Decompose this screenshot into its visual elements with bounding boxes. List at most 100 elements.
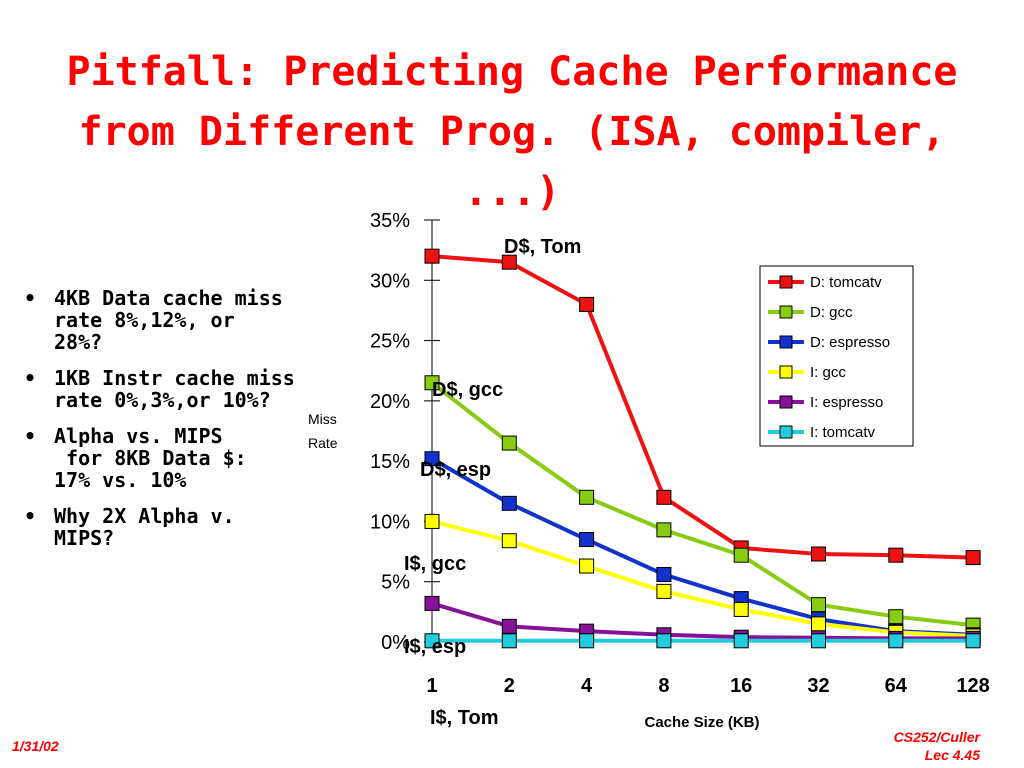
x-tick-label: 128: [956, 675, 989, 697]
ylabel-miss: Miss: [308, 411, 337, 427]
title-line-1: Pitfall: Predicting Cache Performance: [66, 49, 958, 95]
bullet-text: 4KB Data cache miss rate 8%,12%, or 28%?: [54, 286, 283, 354]
data-point: [888, 609, 904, 625]
title-line-3: ...): [463, 169, 561, 215]
chart-axes: 0% 5% 10% 15% 20% 25% 30% 35% 1 2 4 8 16 32 64 128: [370, 210, 990, 697]
data-point: [424, 513, 440, 529]
footer-course-line2: Lec 4.45: [924, 747, 980, 763]
chart-series: [424, 248, 981, 649]
x-tick-label: 64: [885, 675, 908, 697]
x-tick-label: 2: [504, 675, 515, 697]
data-point: [656, 566, 672, 582]
data-point: [579, 532, 595, 548]
footer-date: 1/31/02: [12, 738, 59, 754]
footer-course: CS252/Culler Lec 4.45: [860, 728, 980, 764]
data-point: [965, 633, 981, 649]
legend-swatch-marker: [779, 395, 793, 409]
bullet-text: Why 2X Alpha v. MIPS?: [54, 504, 235, 550]
chart-labels: Miss Rate Cache Size (KB) D$, Tom D$, gc…: [308, 236, 760, 731]
legend-swatch-marker: [779, 305, 793, 319]
y-tick-label: 30%: [370, 270, 410, 292]
data-point: [733, 547, 749, 563]
series-line: [430, 381, 974, 628]
data-point: [888, 547, 904, 563]
legend-label: D: tomcatv: [810, 274, 882, 291]
data-point: [501, 254, 517, 270]
data-point: [888, 633, 904, 649]
data-point: [656, 633, 672, 649]
y-tick-label: 10%: [370, 511, 410, 533]
legend-swatch-marker: [779, 365, 793, 379]
annotation-dcache-gcc: D$, gcc: [432, 379, 503, 401]
data-point: [424, 595, 440, 611]
series-line: [431, 601, 974, 641]
bullet-dot: •: [24, 424, 37, 448]
data-point: [811, 546, 826, 562]
x-tick-label: 4: [581, 675, 593, 697]
data-point: [656, 583, 672, 599]
data-point: [501, 435, 517, 451]
data-point: [656, 522, 672, 538]
data-point: [501, 618, 517, 634]
legend-label: I: espresso: [810, 394, 883, 411]
y-tick-label: 15%: [370, 451, 410, 473]
annotation-dcache-esp: D$, esp: [420, 459, 491, 481]
data-point: [424, 248, 440, 264]
x-tick-label: 32: [807, 675, 829, 697]
y-tick-label: 5%: [381, 572, 410, 594]
annotation-icache-gcc: I$, gcc: [404, 553, 466, 575]
legend-label: D: espresso: [810, 334, 890, 351]
data-point: [811, 616, 826, 632]
data-point: [579, 558, 595, 574]
y-tick-label: 0%: [381, 632, 410, 654]
legend-box: [759, 265, 914, 447]
bullet-item: • Alpha vs. MIPS for 8KB Data $: 17% vs. …: [24, 425, 324, 491]
legend-swatch-marker: [779, 275, 793, 289]
annotation-dcache-tom: D$, Tom: [504, 236, 581, 258]
data-point: [733, 633, 749, 649]
data-point: [501, 495, 517, 511]
bullet-dot: •: [24, 504, 37, 528]
data-point: [656, 489, 672, 505]
data-point: [579, 489, 595, 505]
x-tick-label: 16: [730, 675, 752, 697]
data-point: [424, 375, 440, 391]
data-point: [501, 533, 517, 549]
legend-swatch-marker: [779, 425, 793, 439]
data-point: [733, 601, 749, 617]
annotation-icache-tom: I$, Tom: [430, 707, 499, 729]
data-point: [579, 296, 595, 312]
legend-label: D: gcc: [810, 304, 853, 321]
data-point: [579, 633, 595, 649]
x-tick-label: 1: [426, 675, 437, 697]
annotation-icache-esp: I$, esp: [404, 636, 466, 658]
data-point: [965, 550, 981, 566]
chart-legend: D: tomcatv D: gcc D: espresso I: gcc I: espr…: [759, 265, 914, 447]
data-point: [811, 597, 826, 613]
legend-swatch-marker: [779, 335, 793, 349]
legend-label: I: gcc: [810, 364, 846, 381]
slide-title: Pitfall: Predicting Cache Performance fr…: [20, 42, 1004, 222]
bullet-dot: •: [24, 286, 37, 310]
y-tick-label: 25%: [370, 331, 410, 353]
y-tick-label: 20%: [370, 391, 410, 413]
y-tick-label: 35%: [370, 210, 410, 232]
bullet-dot: •: [24, 366, 37, 390]
bullet-item: • Why 2X Alpha v. MIPS?: [24, 505, 324, 549]
bullet-list: • 4KB Data cache miss rate 8%,12%, or 28%…: [24, 287, 324, 563]
series-line: [431, 519, 974, 638]
data-point: [424, 451, 440, 467]
bullet-item: • 4KB Data cache miss rate 8%,12%, or 28%…: [24, 287, 324, 353]
title-line-2: from Different Prog. (ISA, compiler,: [78, 109, 946, 155]
data-point: [811, 633, 826, 649]
ylabel-rate: Rate: [308, 435, 338, 451]
data-point: [501, 633, 517, 649]
bullet-item: • 1KB Instr cache miss rate 0%,3%,or 10%?: [24, 367, 324, 411]
bullet-text: 1KB Instr cache miss rate 0%,3%,or 10%?: [54, 366, 295, 412]
x-tick-label: 8: [658, 675, 669, 697]
series-line: [431, 254, 974, 560]
footer-course-line1: CS252/Culler: [893, 729, 980, 745]
legend-label: I: tomcatv: [810, 424, 876, 441]
data-point: [424, 633, 440, 649]
